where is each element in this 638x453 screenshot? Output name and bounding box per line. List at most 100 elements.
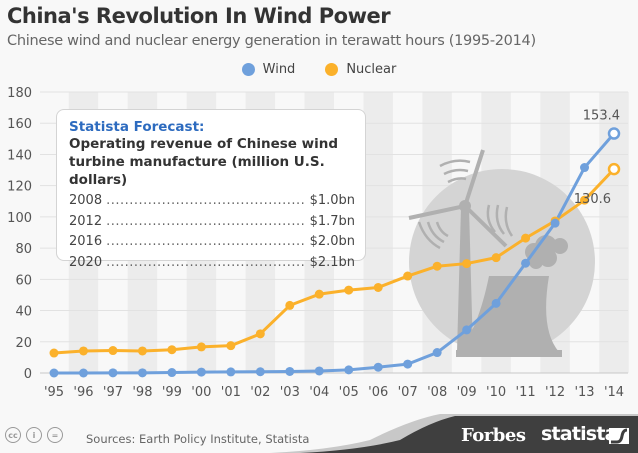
license-icons: cc i =: [5, 427, 63, 443]
forbes-logo[interactable]: Forbes: [461, 425, 526, 446]
no-derivatives-icon[interactable]: =: [47, 427, 63, 443]
x-tick-label: '12: [545, 385, 565, 400]
data-point-wind: [491, 298, 501, 308]
forecast-subtitle-line2: turbine manufacture (million U.S. dollar…: [69, 154, 325, 188]
data-point-wind: [285, 366, 295, 376]
forecast-year: 2020: [69, 254, 103, 270]
y-axis-ticks: 0 20 40 60 80 100 120 140 160 180: [7, 86, 32, 382]
x-tick-label: '96: [73, 385, 93, 400]
forecast-value: $2.1bn: [309, 254, 355, 270]
data-point-wind: [167, 368, 177, 378]
forecast-title: Statista Forecast:: [69, 119, 205, 135]
forecast-row: 2012 ...................................…: [69, 212, 355, 233]
y-tick-label: 160: [7, 117, 32, 132]
x-tick-label: '99: [162, 385, 182, 400]
data-point-nuclear: [314, 289, 324, 299]
cooling-tower-icon: [458, 276, 559, 352]
data-point-wind: [314, 366, 324, 376]
legend-label: Wind: [262, 62, 296, 77]
series-line-nuclear: [53, 168, 616, 355]
forecast-row: 2016 ...................................…: [69, 232, 355, 253]
data-point-nuclear: [226, 341, 236, 351]
data-point-wind: [196, 367, 206, 377]
y-tick-label: 40: [15, 305, 32, 320]
data-point-wind: [521, 258, 531, 268]
leader-dots: ........................................…: [106, 193, 306, 208]
data-point-wind: [462, 325, 472, 335]
attribution-icon[interactable]: i: [26, 427, 42, 443]
data-point-nuclear: [607, 162, 621, 176]
series-lines: [53, 132, 616, 375]
data-point-nuclear: [344, 285, 354, 295]
x-tick-label: '13: [574, 385, 594, 400]
chart-subtitle: Chinese wind and nuclear energy generati…: [7, 33, 536, 49]
series-line-wind: [54, 132, 616, 375]
legend-item-wind[interactable]: Wind: [241, 62, 296, 77]
data-point-nuclear: [255, 329, 265, 339]
statista-logo[interactable]: statista: [541, 423, 617, 445]
legend-dot-wind: [241, 63, 255, 76]
data-point-wind: [580, 163, 590, 173]
x-tick-label: '02: [250, 385, 270, 400]
y-tick-label: 180: [7, 86, 32, 101]
forecast-year: 2012: [69, 213, 103, 229]
forecast-value: $2.0bn: [309, 234, 355, 249]
data-point-wind: [78, 368, 88, 378]
forecast-value: $1.0bn: [309, 193, 355, 208]
leader-dots: ........................................…: [106, 213, 306, 229]
y-tick-label: 20: [15, 336, 32, 351]
x-tick-label: '05: [339, 385, 359, 400]
forecast-value: $1.7bn: [309, 213, 355, 229]
end-labels: 130.6 153.4: [574, 109, 620, 208]
data-point-nuclear: [373, 282, 383, 292]
x-tick-label: '03: [280, 385, 300, 400]
data-point-nuclear: [462, 259, 472, 269]
data-point-wind: [49, 368, 59, 378]
sources-text: Sources: Earth Policy Institute, Statist…: [86, 432, 310, 446]
legend-item-nuclear[interactable]: Nuclear: [325, 62, 396, 77]
data-point-wind: [403, 359, 413, 369]
data-point-wind: [432, 348, 442, 358]
brand-bar: [300, 416, 638, 453]
x-tick-label: '01: [221, 385, 241, 400]
data-point-wind: [607, 127, 621, 140]
cc-icon[interactable]: cc: [5, 427, 21, 443]
forecast-box: Statista Forecast: Operating revenue of …: [56, 109, 366, 270]
data-point-wind: [550, 218, 560, 228]
tower-base: [456, 350, 562, 357]
x-tick-label: '98: [132, 385, 152, 400]
legend: Wind Nuclear: [0, 62, 638, 77]
x-axis-ticks: '95 '96 '97 '98 '99 '00 '01 '02 '03 '04 '05 '06 '07 '…: [44, 385, 624, 400]
x-tick-label: '00: [191, 385, 211, 400]
x-tick-label: '09: [457, 385, 477, 400]
data-point-nuclear: [167, 345, 177, 355]
y-tick-label: 80: [15, 242, 32, 257]
data-point-nuclear: [137, 346, 147, 356]
data-point-wind: [108, 368, 118, 378]
x-tick-label: '06: [368, 385, 388, 400]
y-tick-label: 120: [7, 180, 32, 195]
data-point-wind: [255, 367, 265, 377]
stripe: [363, 92, 393, 373]
data-point-nuclear: [78, 346, 88, 356]
x-tick-label: '11: [516, 385, 536, 400]
forecast-subtitle-line1: Operating revenue of Chinese wind: [69, 136, 338, 152]
x-tick-label: '04: [309, 385, 329, 400]
x-tick-label: '14: [604, 385, 624, 400]
wind-waves-icon: [417, 159, 514, 250]
data-point-nuclear: [285, 300, 295, 310]
series-points: [49, 127, 621, 378]
data-point-nuclear: [521, 233, 531, 243]
forecast-year: 2008: [69, 193, 103, 208]
y-tick-label: 140: [7, 148, 32, 163]
illustration-circle: [409, 169, 595, 355]
x-tick-label: '07: [398, 385, 418, 400]
legend-dot-nuclear: [325, 63, 339, 76]
y-tick-label: 0: [24, 367, 32, 382]
data-point-nuclear: [49, 348, 59, 358]
leader-dots: ........................................…: [106, 234, 306, 249]
wind-turbine-icon: [408, 149, 508, 352]
forecast-year: 2016: [69, 234, 103, 249]
data-point-wind: [373, 362, 383, 372]
forecast-row: 2020 ...................................…: [69, 253, 355, 274]
